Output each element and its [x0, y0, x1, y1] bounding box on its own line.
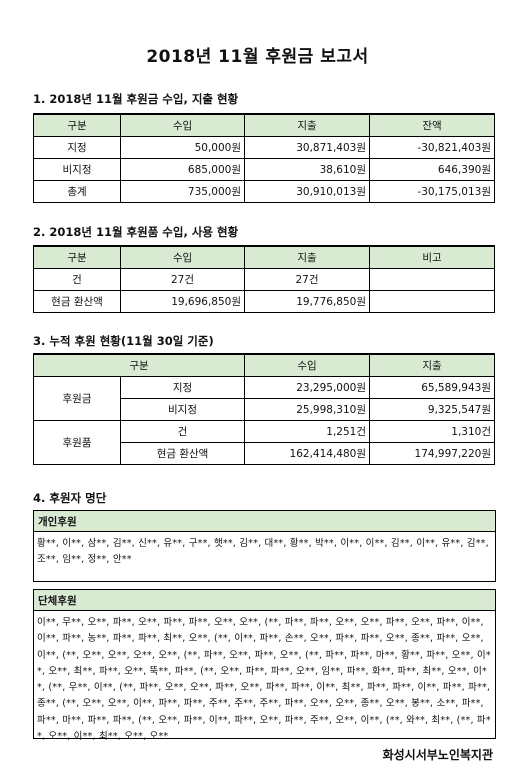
header-expense: 지출 [369, 353, 496, 377]
cell-expense: 174,997,220원 [369, 442, 496, 465]
section1-table: 구분 수입 지출 잔액 지정 50,000원 30,871,403원 -30,8… [33, 113, 495, 203]
report-title: 2018년 11월 후원금 보고서 [146, 47, 369, 67]
cell-expense: 65,589,943원 [369, 376, 496, 399]
row-label: 비지정 [119, 398, 246, 421]
group-label: 후원금 [33, 376, 121, 421]
table-row: 총계 735,000원 30,910,013원 -30,175,013원 [33, 180, 495, 203]
cell-expense: 9,325,547원 [369, 398, 496, 421]
cell-income: 685,000원 [120, 158, 245, 181]
table-row: 후원품 건 1,251건 1,310건 [33, 420, 496, 465]
cell-expense: 1,310건 [369, 420, 496, 443]
cell-income: 27건 [120, 268, 245, 291]
group-label: 후원품 [33, 420, 121, 465]
cell-income: 1,251건 [244, 420, 371, 443]
section2-table: 구분 수입 지출 비고 건 27건 27건 현금 환산액 19,696,850원… [33, 245, 495, 313]
group-donors-list: 이**, 무**, 오**, 파**, 오**, 파**, 파**, 오**, … [37, 617, 491, 743]
row-label: 지정 [119, 376, 246, 399]
header-category: 구분 [33, 245, 121, 269]
header-income: 수입 [120, 113, 245, 137]
table-row: 현금 환산액 19,696,850원 19,776,850원 [33, 290, 495, 313]
cell-income: 735,000원 [120, 180, 245, 203]
cell-note [369, 290, 495, 313]
row-label: 현금 환산액 [119, 442, 246, 465]
cell-balance: -30,821,403원 [369, 136, 495, 159]
table-row: 비지정 685,000원 38,610원 646,390원 [33, 158, 495, 181]
row-label: 총계 [33, 180, 121, 203]
header-balance: 잔액 [369, 113, 495, 137]
cell-income: 23,295,000원 [244, 376, 371, 399]
cell-income: 25,998,310원 [244, 398, 371, 421]
section3-heading: 3. 누적 후원 현황(11월 30일 기준) [33, 334, 214, 348]
row-label: 건 [119, 420, 246, 443]
header-expense: 지출 [244, 113, 370, 137]
organization-name: 화성시서부노인복지관 [382, 748, 493, 762]
cell-expense: 38,610원 [244, 158, 370, 181]
group-donors-box: 단체후원 이**, 무**, 오**, 파**, 오**, 파**, 파**, … [33, 589, 496, 742]
header-note: 비고 [369, 245, 495, 269]
cell-note [369, 268, 495, 291]
group-donors-label: 단체후원 [34, 590, 495, 611]
section1-heading: 1. 2018년 11월 후원금 수입, 지출 현황 [33, 92, 239, 106]
row-label: 현금 환산액 [33, 290, 121, 313]
cell-expense: 30,910,013원 [244, 180, 370, 203]
cell-income: 19,696,850원 [120, 290, 245, 313]
table-row: 지정 50,000원 30,871,403원 -30,821,403원 [33, 136, 495, 159]
cell-income: 50,000원 [120, 136, 245, 159]
cell-balance: 646,390원 [369, 158, 495, 181]
section4-heading: 4. 후원자 명단 [33, 491, 107, 505]
row-label: 건 [33, 268, 121, 291]
table-row: 후원금 지정 23,295,000원 65,589,943원 [33, 376, 496, 421]
cell-income: 162,414,480원 [244, 442, 371, 465]
table-row: 건 27건 27건 [33, 268, 495, 291]
individual-donors-label: 개인후원 [34, 511, 495, 532]
cell-expense: 30,871,403원 [244, 136, 370, 159]
header-category: 구분 [33, 113, 121, 137]
row-label: 지정 [33, 136, 121, 159]
cell-expense: 19,776,850원 [244, 290, 370, 313]
header-income: 수입 [120, 245, 245, 269]
cell-balance: -30,175,013원 [369, 180, 495, 203]
row-label: 비지정 [33, 158, 121, 181]
section2-heading: 2. 2018년 11월 후원품 수입, 사용 현황 [33, 225, 239, 239]
cell-expense: 27건 [244, 268, 370, 291]
section3-table: 구분 수입 지출 후원금 지정 23,295,000원 65,589,943원 … [32, 353, 496, 465]
individual-donors-list: 황**, 이**, 삼**, 김**, 신**, 유**, 구**, 햇**, … [37, 538, 489, 566]
table-row: 현금 환산액 162,414,480원 174,997,220원 [34, 442, 496, 465]
header-income: 수입 [244, 353, 371, 377]
header-category: 구분 [32, 353, 246, 377]
header-expense: 지출 [244, 245, 370, 269]
individual-donors-box: 개인후원 황**, 이**, 삼**, 김**, 신**, 유**, 구**, … [33, 510, 496, 582]
